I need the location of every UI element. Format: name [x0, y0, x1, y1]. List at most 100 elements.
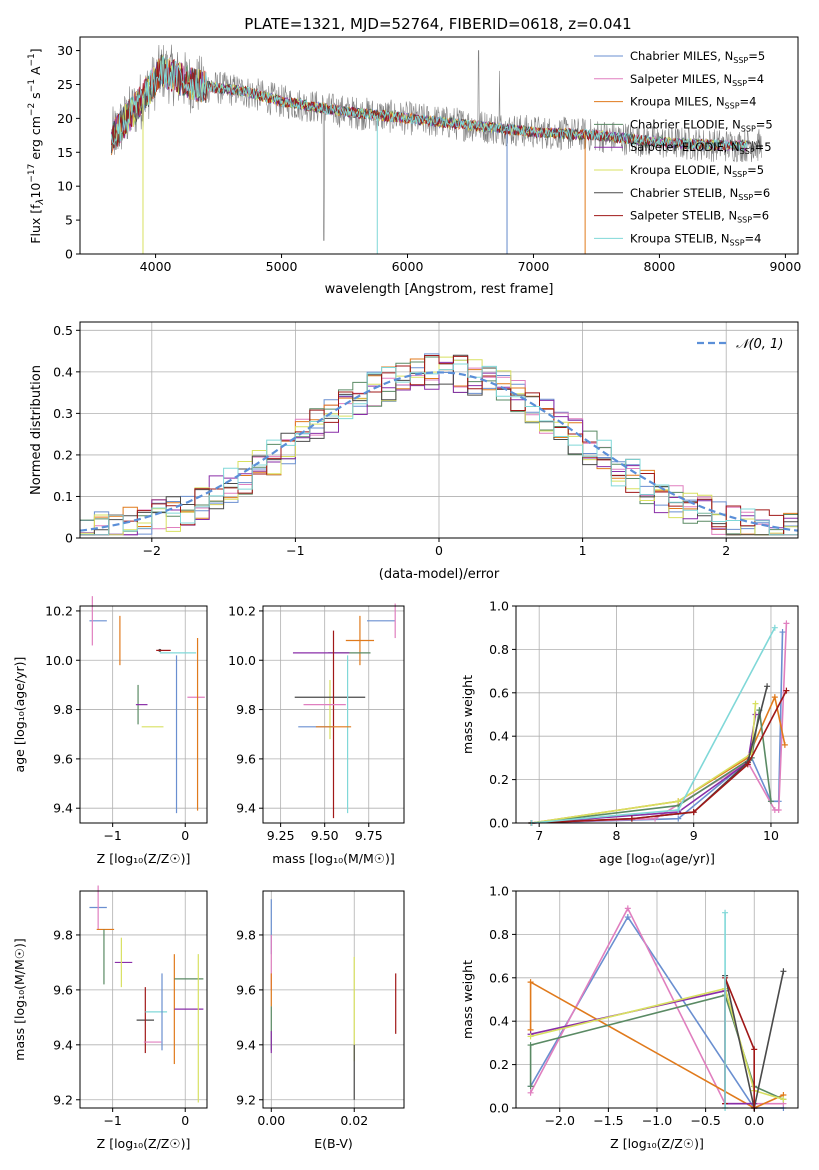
spectrum-frame: [79, 36, 799, 255]
legend-nssp-subscript: SSP: [732, 170, 747, 179]
p-massebv-y-tick-label: 9.8: [236, 927, 256, 942]
legend-nssp-value: =4: [747, 72, 764, 86]
p-mwage-ylabel: mass weight: [460, 675, 475, 754]
mass-vs-ebv-panel: 0.00 0.02 9.2 9.4 9.6 9.8 E(B-V): [236, 890, 405, 1151]
p-agez-ylabel: age [log₁₀(age/yr)]: [12, 657, 27, 773]
p-mwage-marker: [675, 798, 682, 805]
p-mwz-y-tick-label: 1.0: [489, 884, 509, 899]
p-mwage-series-6: [531, 686, 768, 824]
legend-nssp-subscript: SSP: [738, 193, 753, 202]
spectrum-y-ticks: 0 5 10 15 20 25 30: [57, 43, 80, 262]
residual-x-tick-label: 0: [435, 543, 443, 558]
p-agem-x-tick-label: 9.75: [355, 828, 383, 843]
legend-entry-0: Chabrier MILES, NSSP=5: [630, 49, 765, 65]
p-mwage-series-5: [531, 703, 757, 824]
p-mwz-x-tick-label: −1.0: [642, 1113, 672, 1128]
legend-entry-4: Salpeter ELODIE, NSSP=5: [630, 140, 772, 156]
legend-model-name: Salpeter STELIB, N: [630, 209, 737, 223]
model-spectrum-7: [111, 58, 748, 152]
age-vs-mass-panel: 9.25 9.50 9.75 9.4 9.6 9.8 10.0 10.2 mass [log₁₀…: [228, 603, 405, 866]
spectrum-panel: 4000 5000 6000 7000 8000 9000 0 5 10 15 20 25 30 wa…: [27, 36, 801, 297]
p-agem-y-tick-label: 9.4: [236, 801, 256, 816]
p-mwage-marker: [771, 694, 778, 701]
residual-x-tick-label: 2: [722, 543, 730, 558]
p-massebv-y-tick-label: 9.2: [236, 1092, 256, 1107]
p-massebv-x-tick-label: 0.02: [340, 1113, 368, 1128]
residual-y-ticks: 0 0.1 0.2 0.3 0.4 0.5: [53, 323, 80, 546]
p-massz-y-tick-label: 9.4: [53, 1037, 73, 1052]
spectrum-x-tick-label: 9000: [769, 259, 801, 274]
p-mwage-y-tick-label: 0.4: [489, 729, 509, 744]
residual-x-ticks: −2 −1 0 1 2: [143, 538, 730, 558]
p-mwage-marker: [767, 798, 774, 805]
legend-nssp-value: =6: [753, 186, 770, 200]
legend-model-name: Kroupa STELIB, N: [630, 231, 730, 245]
residual-x-tick-label: 1: [579, 543, 587, 558]
p-mwz-y-tick-label: 0.6: [489, 970, 509, 985]
p-mwz-x-tick-label: −1.5: [593, 1113, 623, 1128]
mass-weight-vs-age-panel: 7 8 9 10 0.0 0.2 0.4 0.6 0.8 1.0 age [log₁₀(age/yr…: [460, 599, 799, 866]
mass-weight-vs-metallicity-panel: −2.0 −1.5 −1.0 −0.5 0.0 0.0 0.2 0.4 0.6 0.8 1.0 Z […: [460, 884, 799, 1151]
p-massz-y-tick-label: 9.6: [53, 982, 73, 997]
p-agem-x-tick-label: 9.25: [267, 828, 295, 843]
p-mwz-marker: [624, 914, 631, 921]
spectrum-y-tick-label: 0: [65, 247, 73, 262]
residual-x-tick-label: −2: [143, 543, 161, 558]
p-massz-x-tick-label: −1: [103, 1113, 121, 1128]
p-mwz-series-4: [530, 989, 755, 1105]
p-agez-x-tick-label: 0: [181, 828, 189, 843]
spectrum-x-tick-label: 8000: [644, 259, 676, 274]
legend-nssp-subscript: SSP: [740, 147, 755, 156]
spectrum-y-tick-label: 20: [57, 111, 73, 126]
p-mwage-marker: [752, 700, 759, 707]
p-mwz-y-tick-label: 0.8: [489, 927, 509, 942]
p-mwage-series-1: [531, 623, 788, 824]
p-agez-x-tick-label: −1: [103, 828, 121, 843]
p-mwage-y-tick-label: 0.6: [489, 685, 509, 700]
model-spectrum-8: [111, 55, 748, 150]
legend-nssp-value: =6: [752, 209, 769, 223]
p-agem-y-tick-label: 10.0: [228, 653, 256, 668]
legend-nssp-subscript: SSP: [730, 238, 745, 247]
legend-entry-6: Chabrier STELIB, NSSP=6: [630, 186, 770, 202]
p-agez-xlabel: Z [log₁₀(Z/Z☉)]: [97, 851, 191, 866]
p-agem-frame: [262, 605, 405, 824]
legend-nssp-value: =5: [748, 49, 765, 63]
spectrum-y-tick-label: 30: [57, 43, 73, 58]
p-agez-y-tick-label: 9.4: [53, 801, 73, 816]
p-mwage-marker: [781, 741, 788, 748]
spectrum-x-tick-label: 5000: [266, 259, 298, 274]
p-mwage-series-4: [531, 714, 757, 824]
residual-ylabel: Normed distribution: [29, 365, 44, 495]
residual-y-tick-label: 0.5: [53, 323, 73, 338]
spectrum-xlabel: wavelength [Angstrom, rest frame]: [325, 282, 554, 297]
mass-vs-metallicity-panel: −1 0 9.2 9.4 9.6 9.8 Z [log₁₀(Z/Z☉)] mass [log₁…: [12, 885, 208, 1151]
p-mwz-marker: [780, 1096, 787, 1103]
legend-nssp-value: =4: [745, 231, 762, 245]
legend-nssp-subscript: SSP: [737, 216, 752, 225]
p-mwage-y-tick-label: 0.2: [489, 772, 509, 787]
observed-spectrum: [111, 44, 762, 241]
legend-nssp-subscript: SSP: [733, 56, 748, 65]
legend-nssp-value: =5: [747, 163, 764, 177]
legend-entry-7: Salpeter STELIB, NSSP=6: [630, 209, 769, 225]
p-massebv-x-tick-label: 0.00: [257, 1113, 285, 1128]
legend-model-name: Kroupa ELODIE, N: [630, 163, 732, 177]
p-agem-xlabel: mass [log₁₀(M/M☉)]: [272, 851, 394, 866]
spectrum-x-tick-label: 6000: [392, 259, 424, 274]
p-mwage-y-tick-label: 1.0: [489, 599, 509, 614]
legend-model-name: Chabrier MILES, N: [630, 49, 733, 63]
legend-model-name: Salpeter ELODIE, N: [630, 140, 740, 154]
spectrum-y-tick-label: 25: [57, 77, 73, 92]
p-agez-y-tick-label: 9.6: [53, 751, 73, 766]
p-massz-y-tick-label: 9.2: [53, 1092, 73, 1107]
p-mwz-marker: [527, 1033, 534, 1040]
age-vs-metallicity-panel: −1 0 9.4 9.6 9.8 10.0 10.2 Z [log₁₀(Z/Z☉)] age […: [12, 596, 208, 866]
p-mwz-marker: [780, 968, 787, 975]
residual-y-tick-label: 0.4: [53, 364, 73, 379]
residual-x-tick-label: −1: [286, 543, 304, 558]
legend-model-name: Kroupa MILES, N: [630, 95, 725, 109]
residual-xlabel: (data-model)/error: [379, 567, 500, 582]
legend-entry-3: Chabrier ELODIE, NSSP=5: [630, 117, 773, 133]
